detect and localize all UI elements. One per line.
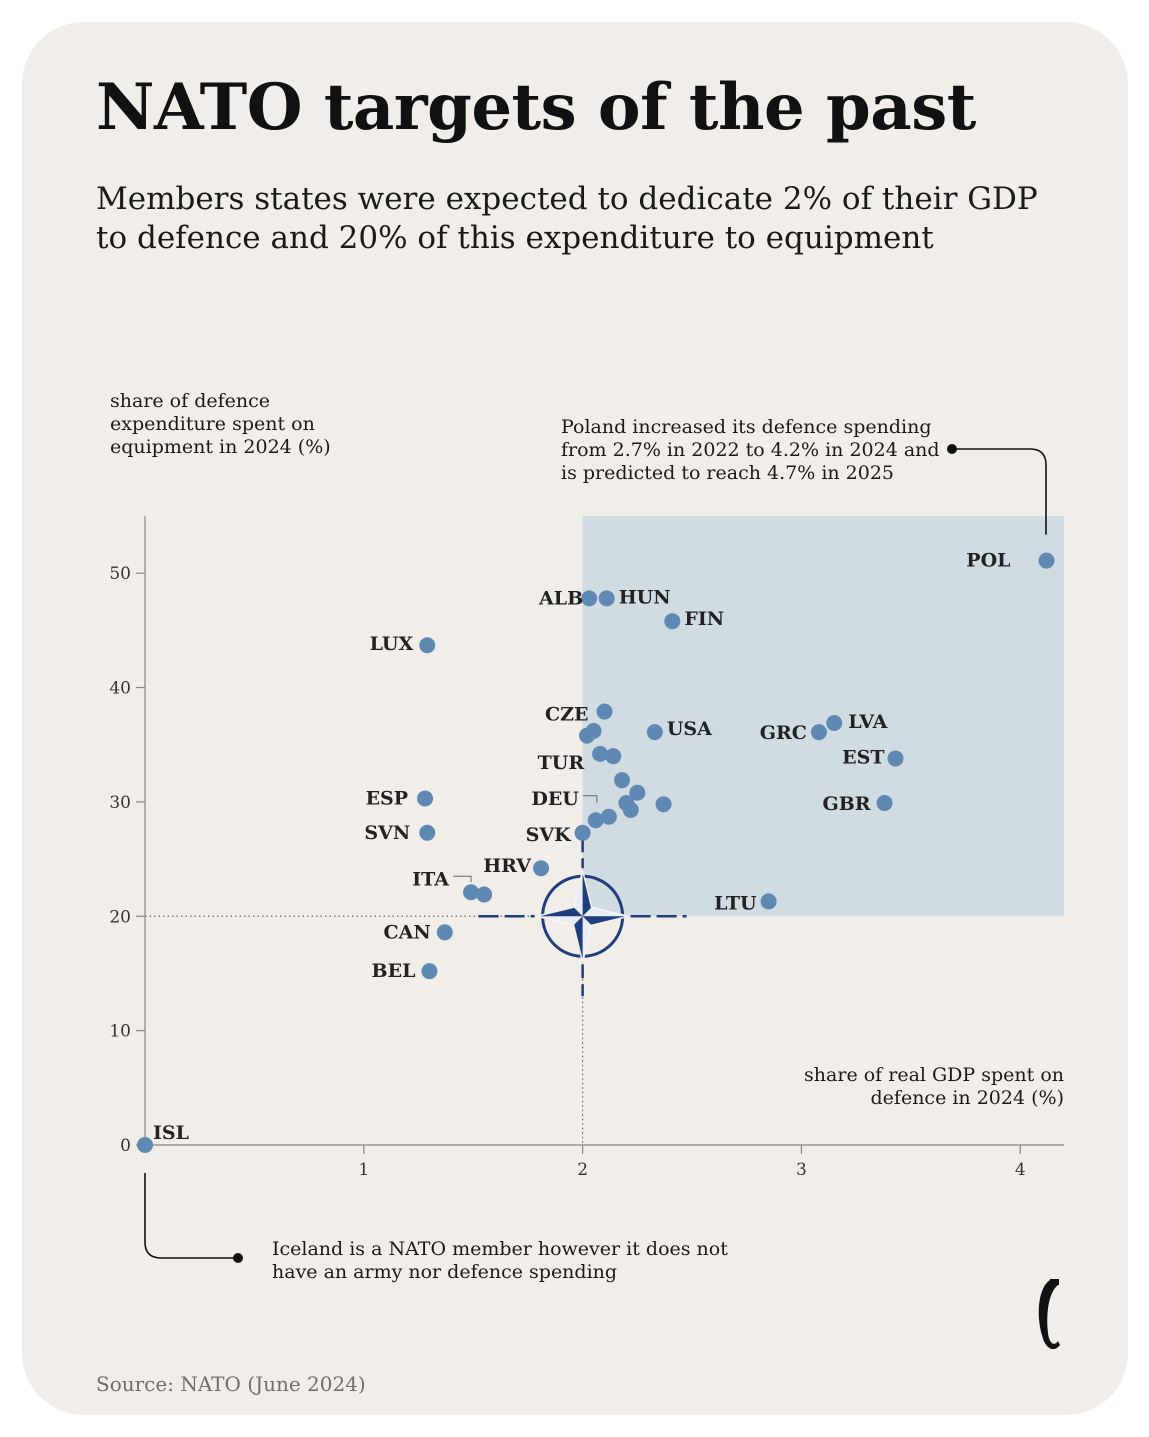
point-label-pol: POL	[966, 550, 1010, 572]
y-axis-title: share of defence expenditure spent on eq…	[110, 390, 331, 458]
y-tick-label: 0	[120, 1136, 131, 1156]
y-tick-label: 20	[109, 907, 131, 927]
data-point-can	[436, 924, 453, 941]
data-point	[476, 886, 493, 903]
iceland-annotation: Iceland is a NATO member however it does…	[272, 1238, 728, 1283]
nato-compass-icon	[478, 838, 687, 997]
data-point-gbr	[876, 795, 893, 812]
point-label-tur: TUR	[538, 752, 585, 774]
y-tick-label: 40	[109, 679, 131, 699]
target-zone	[582, 516, 1064, 917]
y-tick: 40	[109, 679, 145, 699]
point-label-ltu: LTU	[714, 892, 757, 914]
x-tick: 3	[796, 1145, 807, 1180]
publisher-logo-icon	[1038, 1279, 1060, 1350]
data-point-deu	[600, 808, 617, 825]
point-label-fin: FIN	[684, 608, 724, 630]
x-tick-label: 4	[1015, 1160, 1026, 1180]
data-point-usa	[646, 724, 663, 741]
point-label-bel: BEL	[372, 960, 416, 982]
data-point	[655, 796, 672, 813]
point-label-ita: ITA	[412, 868, 449, 890]
data-point	[629, 784, 646, 801]
point-label-can: CAN	[384, 921, 431, 943]
y-tick: 20	[109, 907, 145, 927]
data-point-hrv	[533, 860, 550, 877]
point-label-alb: ALB	[538, 587, 583, 609]
data-point	[605, 748, 622, 765]
point-label-grc: GRC	[760, 722, 807, 744]
x-tick-label: 1	[358, 1160, 369, 1180]
point-label-lux: LUX	[370, 633, 414, 655]
poland-annotation: Poland increased its defence spending fr…	[561, 416, 940, 484]
point-label-est: EST	[842, 746, 884, 768]
data-point-est	[887, 750, 904, 767]
x-tick-label: 2	[577, 1160, 588, 1180]
y-tick: 10	[109, 1022, 145, 1042]
compass-star-highlight	[536, 870, 629, 963]
data-point-fin	[664, 613, 681, 630]
data-point-grc	[810, 724, 827, 741]
data-point-ltu	[760, 893, 777, 910]
data-point-tur	[592, 745, 609, 762]
x-tick: 4	[1015, 1145, 1026, 1180]
point-label-esp: ESP	[366, 787, 409, 809]
data-point-svn	[419, 824, 436, 841]
x-tick: 1	[358, 1145, 369, 1180]
chart-subtitle: Members states were expected to dedicate…	[96, 181, 1038, 256]
data-point-lva	[826, 714, 843, 731]
data-point-alb	[581, 590, 598, 607]
point-label-gbr: GBR	[822, 793, 870, 815]
y-tick: 30	[109, 793, 145, 813]
y-tick: 50	[109, 564, 145, 584]
point-label-deu: DEU	[531, 788, 579, 810]
point-label-hrv: HRV	[483, 855, 532, 877]
data-point-hun	[598, 590, 615, 607]
point-label-lva: LVA	[848, 711, 887, 733]
data-point-bel	[421, 963, 438, 980]
data-point-ita	[463, 884, 480, 901]
x-tick-label: 3	[796, 1160, 807, 1180]
ita-leader-line	[453, 875, 472, 883]
point-label-cze: CZE	[545, 704, 588, 726]
point-label-svk: SVK	[526, 824, 572, 846]
y-tick-label: 10	[109, 1022, 131, 1042]
poland-connector-line	[952, 448, 1047, 535]
data-point-svk	[574, 824, 591, 841]
data-point-isl	[137, 1137, 153, 1153]
y-tick-label: 30	[109, 793, 131, 813]
iceland-connector-dot	[233, 1253, 243, 1263]
point-label-usa: USA	[667, 718, 712, 740]
y-tick-label: 50	[109, 564, 131, 584]
data-point-pol	[1038, 552, 1055, 569]
x-tick: 2	[577, 1145, 588, 1180]
x-axis-title: share of real GDP spent on defence in 20…	[804, 1064, 1064, 1109]
iceland-connector-line	[144, 1173, 238, 1259]
point-label-isl: ISL	[153, 1122, 189, 1144]
deu-leader-line	[582, 795, 598, 803]
source-note: Source: NATO (June 2024)	[96, 1372, 366, 1396]
data-point-lux	[419, 637, 436, 654]
point-label-hun: HUN	[619, 586, 671, 608]
data-point	[578, 727, 595, 744]
data-point	[614, 772, 631, 789]
point-label-svn: SVN	[364, 822, 410, 844]
data-point	[587, 812, 604, 829]
data-point	[622, 801, 639, 818]
data-point-cze	[596, 703, 613, 720]
chart-title: NATO targets of the past	[96, 70, 976, 145]
data-point-esp	[417, 790, 434, 807]
